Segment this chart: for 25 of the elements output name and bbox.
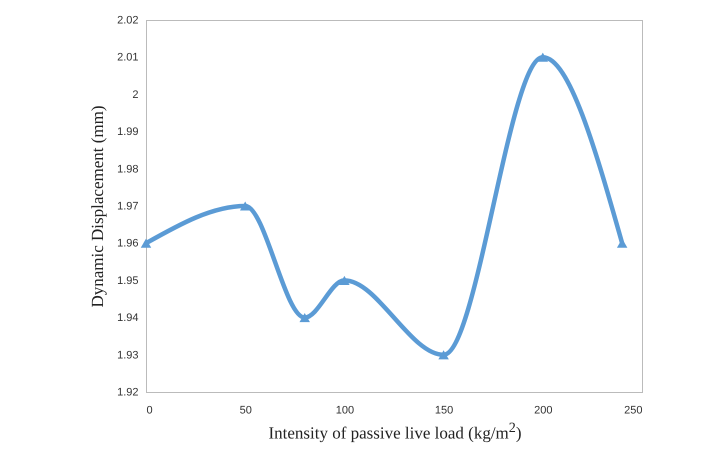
point	[299, 313, 310, 322]
y-tick-label: 1.96	[117, 238, 138, 250]
point	[438, 350, 449, 360]
x-tick-label: 0	[146, 404, 153, 416]
point	[538, 52, 548, 62]
y-tick-label: 1.97	[117, 200, 138, 212]
x-tick-label: 50	[240, 404, 252, 416]
y-tick-label: 1.98	[117, 163, 138, 176]
point	[240, 201, 250, 211]
y-tick-label: 1.95	[117, 274, 138, 287]
x-axis-title: Intensity of passive live load (kg/m$^{2}$)	[267, 419, 523, 444]
x-tick-label: 150	[434, 404, 454, 416]
point	[140, 238, 152, 248]
y-tick-label: 1.92	[117, 386, 138, 398]
y-tick-label: 2.01	[117, 52, 138, 64]
y-tick-label: 2	[132, 88, 138, 101]
x-tick-label: 200	[534, 404, 552, 416]
point	[339, 276, 350, 285]
y-axis-title: Dynamic Displacement (mm)	[88, 105, 108, 308]
y-tick-label: 1.94	[117, 312, 138, 324]
y-tick-label: 2.02	[117, 14, 138, 26]
y-tick-label: 1.99	[117, 126, 138, 138]
x-tick-label: 100	[336, 404, 354, 416]
x-tick-label: 250	[624, 404, 642, 416]
y-tick-label: 1.93	[117, 349, 138, 362]
